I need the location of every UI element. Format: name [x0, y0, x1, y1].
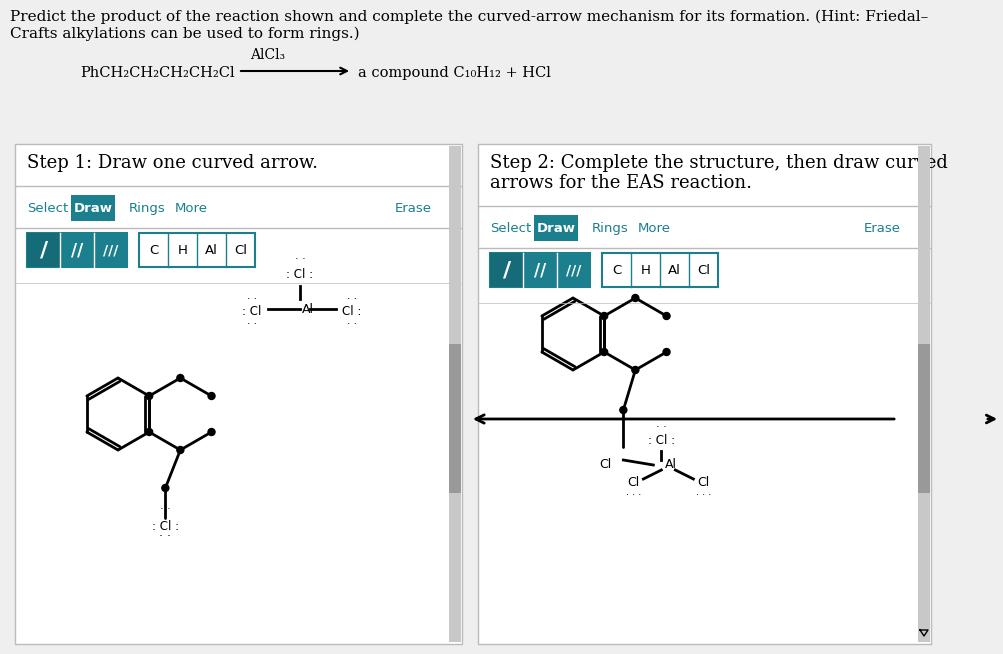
Text: Draw: Draw [536, 222, 575, 235]
Bar [448, 146, 460, 642]
Bar [489, 253, 590, 287]
Text: : Cl :: : Cl : [286, 267, 313, 281]
Circle shape [177, 375, 184, 381]
Text: · ·: · · [347, 319, 357, 329]
Text: . .: . . [159, 501, 171, 511]
Text: //: // [534, 261, 546, 279]
Bar [71, 195, 115, 221]
Circle shape [208, 392, 215, 400]
Text: //: // [71, 241, 83, 259]
Text: Cl: Cl [234, 243, 247, 256]
Text: Cl: Cl [696, 264, 709, 277]
Circle shape [600, 313, 607, 320]
Text: Step 2: Complete the structure, then draw curved: Step 2: Complete the structure, then dra… [489, 154, 947, 172]
Text: More: More [637, 222, 670, 235]
Bar [602, 253, 717, 287]
Text: · ·: · · [294, 254, 305, 264]
Text: PhCH₂CH₂CH₂CH₂Cl: PhCH₂CH₂CH₂CH₂Cl [80, 66, 235, 80]
Text: Step 1: Draw one curved arrow.: Step 1: Draw one curved arrow. [27, 154, 318, 172]
Text: : Cl :: : Cl : [151, 520, 179, 533]
Text: Erase: Erase [864, 222, 900, 235]
Bar [27, 233, 60, 267]
Text: AlCl₃: AlCl₃ [250, 48, 285, 62]
Text: · ·: · · [655, 422, 666, 432]
Text: Draw: Draw [73, 201, 112, 215]
Text: H: H [178, 243, 188, 256]
Text: ///: /// [102, 243, 118, 257]
Text: Select: Select [489, 222, 531, 235]
Bar [448, 345, 460, 493]
Text: Rings: Rings [128, 201, 165, 215]
Text: Cl: Cl [627, 475, 639, 489]
Bar [138, 233, 255, 267]
Circle shape [631, 294, 638, 301]
Text: : Cl :: : Cl : [647, 434, 674, 447]
Circle shape [177, 447, 184, 453]
Bar [534, 215, 578, 241]
Text: Al: Al [205, 243, 218, 256]
Text: a compound C₁₀H₁₂ + HCl: a compound C₁₀H₁₂ + HCl [358, 66, 551, 80]
Text: · ·: · · [247, 294, 257, 304]
Text: · · ·: · · · [625, 490, 640, 500]
Text: /: / [503, 260, 511, 280]
Text: · ·: · · [159, 530, 172, 543]
Bar [27, 233, 126, 267]
Text: Rings: Rings [592, 222, 628, 235]
Text: C: C [611, 264, 621, 277]
Text: Cl: Cl [599, 458, 611, 472]
Text: /: / [39, 240, 48, 260]
Circle shape [208, 428, 215, 436]
Text: H: H [640, 264, 650, 277]
Text: Cl: Cl [696, 475, 709, 489]
Bar [489, 253, 523, 287]
Text: ///: /// [565, 263, 581, 277]
Text: Crafts alkylations can be used to form rings.): Crafts alkylations can be used to form r… [10, 27, 359, 41]
Text: · ·: · · [347, 294, 357, 304]
Text: : Cl: : Cl [242, 305, 262, 317]
Text: Predict the product of the reaction shown and complete the curved-arrow mechanis: Predict the product of the reaction show… [10, 10, 928, 24]
Text: C: C [148, 243, 157, 256]
Circle shape [600, 349, 607, 356]
Text: arrows for the EAS reaction.: arrows for the EAS reaction. [489, 174, 751, 192]
Circle shape [662, 313, 669, 320]
Circle shape [619, 407, 626, 413]
Text: Cl :: Cl : [342, 305, 361, 317]
Text: Al: Al [302, 303, 314, 315]
Circle shape [145, 428, 152, 436]
Bar [917, 345, 929, 493]
Text: · · ·: · · · [695, 490, 710, 500]
Text: Al: Al [667, 264, 680, 277]
Bar [477, 144, 930, 644]
Circle shape [662, 349, 669, 356]
Circle shape [145, 392, 152, 400]
Text: Select: Select [27, 201, 68, 215]
Text: Al: Al [665, 458, 677, 472]
Text: More: More [175, 201, 208, 215]
Bar [917, 146, 929, 642]
Circle shape [161, 485, 169, 492]
Bar [15, 144, 461, 644]
Text: · ·: · · [247, 319, 257, 329]
Circle shape [631, 366, 638, 373]
Text: Erase: Erase [394, 201, 431, 215]
